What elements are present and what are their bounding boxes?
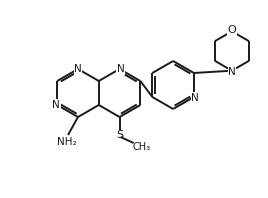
Text: O: O xyxy=(228,25,236,35)
Text: N: N xyxy=(191,93,199,103)
Text: N: N xyxy=(74,64,82,74)
Text: NH₂: NH₂ xyxy=(57,137,77,147)
Text: S: S xyxy=(116,130,123,140)
Text: N: N xyxy=(52,100,60,110)
Text: N: N xyxy=(117,64,124,74)
Text: N: N xyxy=(228,67,236,77)
Text: CH₃: CH₃ xyxy=(132,142,151,152)
